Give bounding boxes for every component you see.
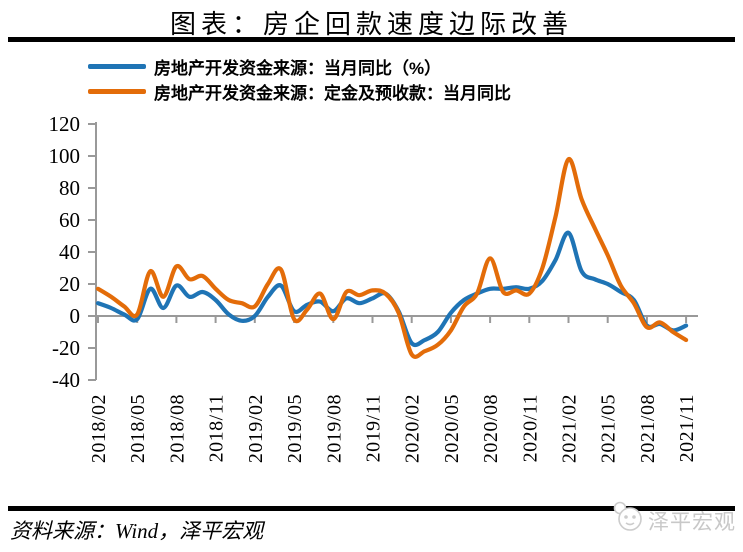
x-tick-label: 2018/08: [166, 394, 188, 463]
x-tick-label: 2019/08: [323, 394, 345, 463]
x-tick-label: 2021/11: [676, 394, 698, 462]
x-tick-label: 2020/05: [441, 394, 463, 463]
x-tick-label: 2020/08: [480, 394, 502, 463]
x-axis-ticks: [97, 316, 688, 323]
legend: 房地产开发资金来源：当月同比（%） 房地产开发资金来源：定金及预收款：当月同比: [88, 54, 511, 104]
legend-item-monthly-yoy: 房地产开发资金来源：当月同比（%）: [88, 54, 511, 79]
watermark-text: 泽平宏观: [648, 510, 736, 534]
x-tick-label: 2018/11: [206, 394, 228, 462]
legend-label-deposits-yoy: 房地产开发资金来源：定金及预收款：当月同比: [154, 84, 511, 103]
y-tick-label: 100: [49, 144, 81, 168]
series-line-1: [95, 157, 689, 359]
x-tick-label: 2019/02: [245, 394, 267, 463]
y-tick-label: 120: [49, 112, 81, 136]
y-tick-label: -40: [52, 368, 80, 392]
y-tick-label: 20: [59, 272, 80, 296]
x-tick-label: 2020/11: [519, 394, 541, 462]
y-tick-label: -20: [52, 336, 80, 360]
y-tick-label: 0: [70, 304, 81, 328]
chart-title: 图表：房企回款速度边际改善: [169, 10, 573, 39]
x-tick-label: 2020/02: [402, 394, 424, 463]
watermark: 泽平宏观: [611, 499, 736, 536]
x-tick-label: 2019/11: [363, 394, 385, 462]
x-tick-label: 2021/05: [598, 394, 620, 463]
panda-logo-icon: [613, 501, 642, 531]
legend-swatch-blue: [88, 64, 146, 69]
x-tick-label: 2021/08: [637, 394, 659, 463]
x-tick-label: 2018/05: [127, 394, 149, 463]
y-tick-label: 60: [59, 208, 80, 232]
title-divider: [8, 37, 735, 42]
footer-divider: [8, 506, 735, 511]
series-line-0: [95, 230, 689, 348]
legend-item-deposits-yoy: 房地产开发资金来源：定金及预收款：当月同比: [88, 79, 511, 104]
y-axis-ticks: [88, 123, 96, 381]
y-tick-label: 40: [59, 240, 80, 264]
legend-label-monthly-yoy: 房地产开发资金来源：当月同比（%）: [154, 59, 442, 78]
y-tick-label: 80: [59, 176, 80, 200]
x-tick-label: 2021/02: [559, 394, 581, 463]
legend-swatch-orange: [88, 89, 146, 94]
x-tick-label: 2018/02: [88, 394, 110, 463]
source-note: 资料来源：Wind，泽平宏观: [10, 519, 264, 543]
x-tick-label: 2019/05: [284, 394, 306, 463]
